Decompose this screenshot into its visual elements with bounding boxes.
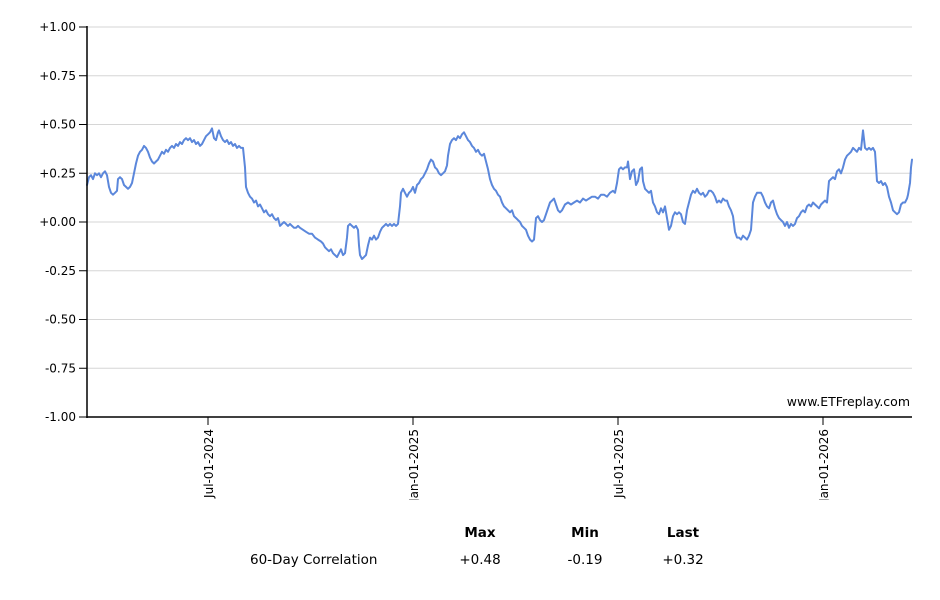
x-tick-label: Jul-01-2025 — [612, 429, 626, 499]
y-tick-label: -0.75 — [45, 361, 76, 375]
y-tick-label: -0.50 — [45, 313, 76, 327]
correlation-line — [86, 127, 913, 260]
correlation-chart: +1.00 +0.75 +0.50 +0.25 +0.00 -0.25 -0.50 -0.75… — [39, 20, 913, 500]
stats-header-last: Last — [666, 525, 700, 541]
y-tick-label: -1.00 — [45, 410, 76, 424]
y-tick-label: +0.75 — [39, 69, 76, 83]
stats-value-min: -0.19 — [567, 552, 603, 568]
stats-value-last: +0.32 — [662, 552, 704, 568]
y-tick-label: -0.25 — [45, 264, 76, 278]
tick-labels: +1.00 +0.75 +0.50 +0.25 +0.00 -0.25 -0.50 -0.75… — [39, 20, 831, 500]
stats-value-max: +0.48 — [459, 552, 501, 568]
y-tick-label: +1.00 — [39, 20, 76, 34]
gridlines — [87, 26, 912, 369]
y-tick-label: +0.25 — [39, 166, 76, 180]
stats-header-min: Min — [571, 525, 599, 541]
watermark: www.ETFreplay.com — [787, 394, 910, 409]
y-tick-label: +0.00 — [39, 215, 76, 229]
y-tick-label: +0.50 — [39, 118, 76, 132]
x-tick-label: Jan-01-2025 — [407, 429, 421, 500]
correlation-line-layer — [86, 127, 913, 260]
stats-row-label: 60-Day Correlation — [250, 552, 378, 568]
x-tick-label: Jul-01-2024 — [202, 429, 216, 499]
stats-table: Max Min Last 60-Day Correlation +0.48 -0… — [0, 0, 940, 568]
x-tick-label: Jan-01-2026 — [817, 429, 831, 500]
stats-header-max: Max — [464, 525, 496, 541]
